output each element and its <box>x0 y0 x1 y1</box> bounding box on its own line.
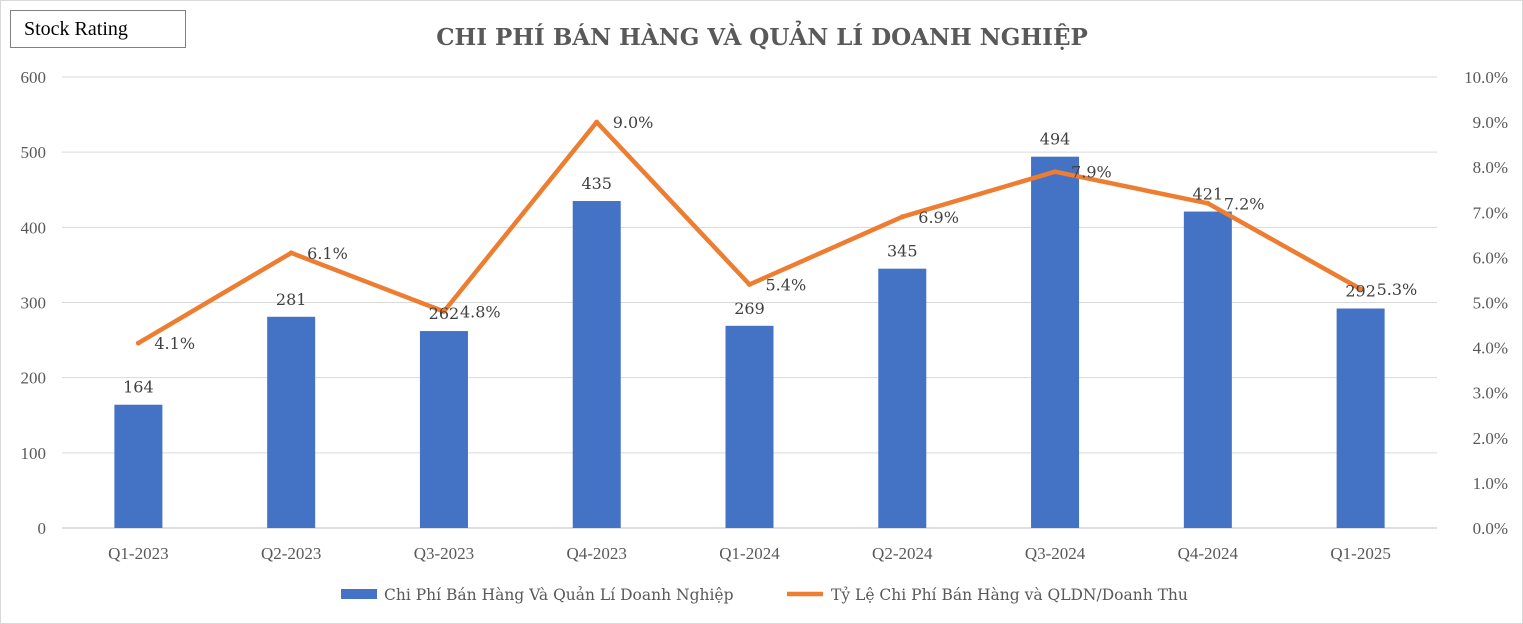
y-right-tick-label: 2.0% <box>1473 429 1508 448</box>
x-tick-label: Q3-2023 <box>414 544 474 563</box>
y-left-tick-label: 100 <box>21 444 47 463</box>
bar-value-label: 421 <box>1193 185 1224 204</box>
x-tick-label: Q4-2023 <box>566 544 626 563</box>
line-point <box>1052 169 1058 175</box>
line-point <box>1205 200 1211 206</box>
y-right-tick-label: 0.0% <box>1473 519 1508 538</box>
y-axis-left: 0 100 200 300 400 500 600 <box>21 68 47 538</box>
x-tick-label: Q4-2024 <box>1178 544 1239 563</box>
line-point <box>899 214 905 220</box>
line-value-label: 7.9% <box>1071 163 1112 182</box>
x-tick-label: Q1-2024 <box>719 544 780 563</box>
line-series <box>135 119 1364 346</box>
bar <box>114 404 163 528</box>
bar-value-label: 345 <box>887 242 918 261</box>
x-tick-label: Q2-2024 <box>872 544 933 563</box>
y-left-tick-label: 500 <box>21 143 47 162</box>
y-left-tick-label: 300 <box>21 294 47 313</box>
line-value-label: 4.8% <box>460 303 501 322</box>
x-tick-label: Q1-2025 <box>1330 544 1390 563</box>
y-left-tick-label: 600 <box>21 68 47 87</box>
bar <box>419 331 468 528</box>
y-right-tick-label: 3.0% <box>1473 384 1508 403</box>
line-point <box>288 250 294 256</box>
line-point <box>135 340 141 346</box>
chart-title: CHI PHÍ BÁN HÀNG VÀ QUẢN LÍ DOANH NGHIỆP <box>436 21 1088 51</box>
x-tick-label: Q3-2024 <box>1025 544 1086 563</box>
y-right-tick-label: 5.0% <box>1473 294 1508 313</box>
line-value-label: 9.0% <box>613 113 654 132</box>
line-value-label: 6.1% <box>307 244 348 263</box>
y-right-tick-label: 7.0% <box>1473 203 1508 222</box>
bar <box>725 325 774 528</box>
bar <box>878 268 927 528</box>
bar-series <box>114 156 1385 528</box>
x-axis: Q1-2023 Q2-2023 Q3-2023 Q4-2023 Q1-2024 Q2-20… <box>108 544 1391 563</box>
x-tick-label: Q2-2023 <box>261 544 321 563</box>
bar <box>267 316 316 528</box>
line-value-label: 4.1% <box>154 334 195 353</box>
y-axis-right: 0.0% 1.0% 2.0% 3.0% 4.0% 5.0% 6.0% 7.0% 8.0% 9.0%… <box>1464 68 1508 538</box>
stock-rating-badge: Stock Rating <box>10 10 186 48</box>
y-right-tick-label: 10.0% <box>1464 68 1508 87</box>
y-right-tick-label: 8.0% <box>1473 158 1508 177</box>
line-value-label: 5.3% <box>1377 280 1418 299</box>
bar-value-label: 262 <box>429 304 460 323</box>
y-left-tick-label: 200 <box>21 369 47 388</box>
line-value-label: 5.4% <box>766 275 807 294</box>
bar-value-label: 281 <box>276 290 307 309</box>
x-tick-label: Q1-2023 <box>108 544 168 563</box>
bar-value-label: 292 <box>1345 282 1376 301</box>
line-point <box>441 309 447 315</box>
line-point <box>747 281 752 287</box>
bar-value-label: 164 <box>123 378 154 397</box>
bar <box>1183 211 1232 528</box>
bar <box>1336 308 1385 528</box>
data-labels: 164 281 262 435 269 345 494 421 292 4.1% 6.1% 4.8% 9… <box>123 113 1417 397</box>
line-point <box>594 119 600 125</box>
y-right-tick-label: 9.0% <box>1473 113 1508 132</box>
bar-value-label: 494 <box>1040 130 1071 149</box>
line-value-label: 7.2% <box>1224 194 1265 213</box>
legend: Chi Phí Bán Hàng Và Quản Lí Doanh Nghiệp… <box>341 586 1188 604</box>
bar <box>1031 156 1080 528</box>
bar-value-label: 435 <box>581 174 612 193</box>
line-value-label: 6.9% <box>918 208 959 227</box>
legend-bar-label: Chi Phí Bán Hàng Và Quản Lí Doanh Nghiệp <box>384 586 734 604</box>
y-right-tick-label: 1.0% <box>1473 474 1508 493</box>
y-left-tick-label: 0 <box>38 519 47 538</box>
y-right-tick-label: 6.0% <box>1473 248 1508 267</box>
y-right-tick-label: 4.0% <box>1473 339 1508 358</box>
legend-bar-swatch <box>341 589 377 599</box>
y-left-tick-label: 400 <box>21 218 47 237</box>
legend-line-label: Tỷ Lệ Chi Phí Bán Hàng và QLDN/Doanh Thu <box>831 586 1188 604</box>
bar-value-label: 269 <box>734 299 765 318</box>
line-point <box>1358 286 1364 292</box>
bar <box>572 201 621 528</box>
